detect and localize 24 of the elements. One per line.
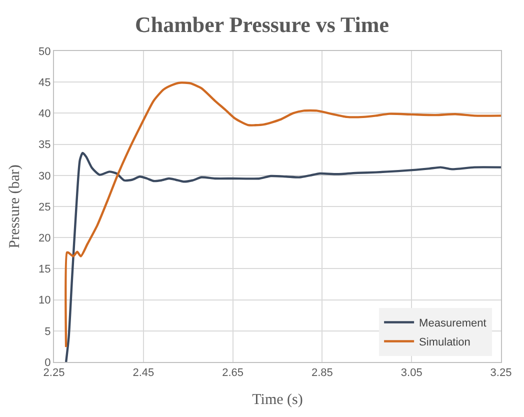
x-tick-label: 3.05 [400, 367, 422, 380]
x-tick-label: 2.65 [222, 367, 244, 380]
y-tick-label: 10 [38, 294, 51, 307]
y-tick-label: 5 [44, 326, 51, 338]
x-tick-label: 2.85 [311, 367, 333, 380]
x-tick-label: 3.25 [490, 367, 512, 380]
x-axis-title: Time (s) [252, 392, 303, 408]
y-axis-title: Pressure (bar) [6, 164, 23, 248]
x-tick-label: 2.45 [132, 367, 154, 380]
legend-label: Measurement [419, 318, 486, 330]
y-tick-label: 25 [38, 201, 51, 214]
chart-title: Chamber Pressure vs Time [134, 12, 390, 38]
y-tick-label: 30 [38, 170, 51, 182]
y-tick-label: 40 [38, 108, 51, 120]
x-tick-label: 2.25 [43, 367, 65, 380]
y-tick-label: 45 [38, 76, 51, 89]
legend-label: Simulation [419, 336, 470, 349]
y-tick-label: 35 [38, 139, 51, 152]
line-series [64, 152, 501, 362]
y-tick-label: 0 [44, 356, 51, 369]
y-tick-label: 15 [38, 264, 51, 276]
line-series [64, 82, 501, 348]
y-tick-label: 50 [38, 46, 51, 58]
y-tick-label: 20 [38, 232, 51, 244]
